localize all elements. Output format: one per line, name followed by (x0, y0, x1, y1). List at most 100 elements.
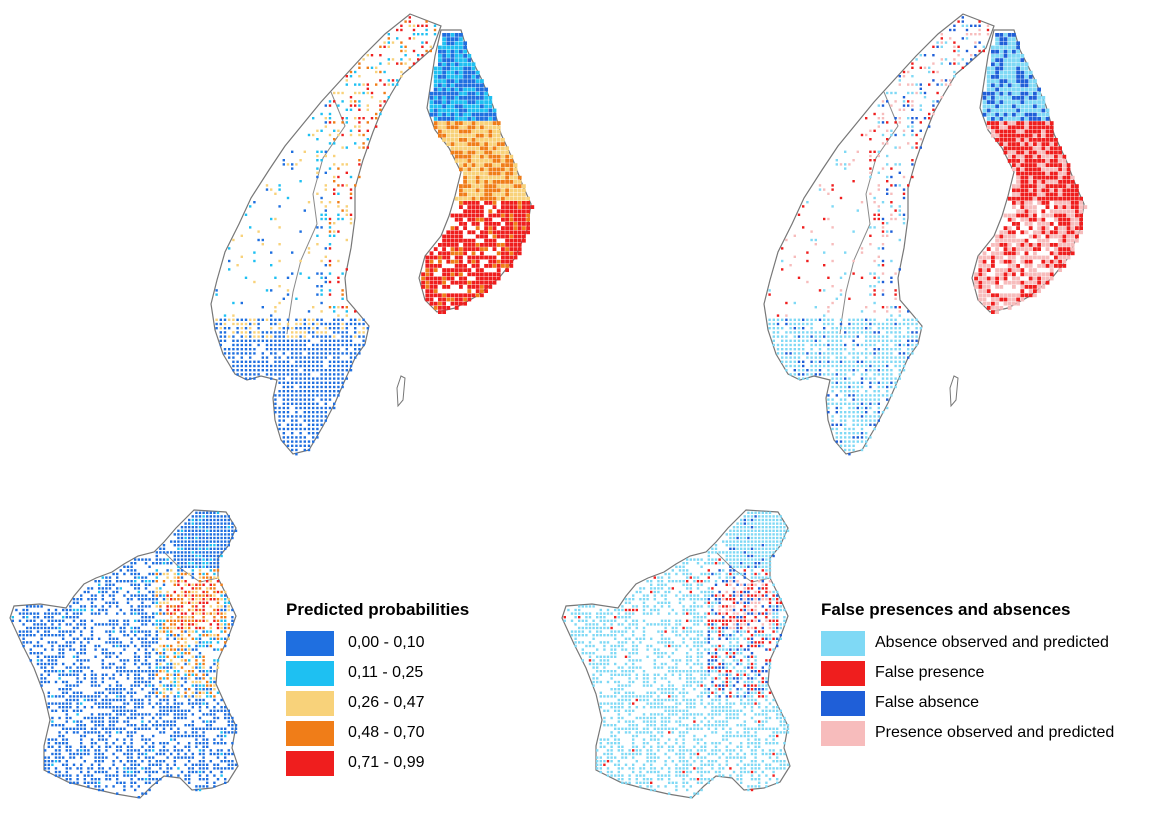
grid-cell (995, 272, 999, 277)
grid-cell (894, 184, 897, 187)
grid-cell (328, 117, 332, 120)
grid-cell (886, 356, 889, 359)
grid-cell (337, 327, 340, 330)
grid-cell (526, 196, 530, 201)
grid-cell (1020, 142, 1025, 146)
grid-cell (450, 91, 455, 96)
grid-cell (982, 289, 987, 293)
grid-cell (216, 580, 220, 583)
grid-cell (191, 673, 194, 676)
grid-cell (1066, 163, 1071, 167)
grid-cell (978, 264, 983, 268)
grid-cell (223, 339, 227, 342)
grid-cell (173, 666, 176, 669)
grid-cell (986, 247, 991, 251)
grid-cell (450, 268, 455, 272)
grid-cell (282, 364, 285, 368)
grid-cell (295, 356, 298, 359)
grid-cell (58, 619, 61, 622)
grid-cell (894, 327, 897, 330)
grid-cell (94, 580, 97, 583)
grid-cell (261, 318, 264, 321)
grid-cell (76, 680, 79, 684)
grid-cell (349, 96, 353, 99)
grid-cell (1016, 280, 1020, 285)
grid-cell (995, 87, 999, 92)
grid-cell (471, 293, 476, 298)
grid-cell (454, 70, 459, 75)
grid-cell (123, 594, 126, 597)
grid-cell (835, 432, 838, 435)
grid-cell (29, 626, 32, 630)
grid-cell (249, 348, 252, 351)
grid-cell (299, 159, 302, 162)
grid-cell (873, 285, 876, 288)
grid-cell (349, 108, 353, 111)
grid-cell (831, 322, 834, 326)
grid-cell (166, 594, 169, 597)
grid-cell (496, 230, 501, 235)
grid-cell (159, 684, 162, 687)
grid-cell (166, 637, 169, 640)
grid-cell (484, 125, 488, 130)
grid-cell (475, 87, 480, 92)
grid-cell (793, 352, 796, 355)
grid-cell (894, 348, 897, 351)
grid-cell (195, 623, 198, 626)
grid-cell (1028, 280, 1033, 285)
grid-cell (148, 641, 151, 644)
grid-cell (180, 569, 184, 572)
grid-cell (83, 652, 86, 655)
grid-cell (869, 352, 872, 355)
grid-cell (438, 54, 442, 58)
grid-cell (442, 54, 446, 58)
grid-cell (316, 406, 319, 410)
grid-cell (856, 360, 859, 363)
grid-cell (982, 285, 987, 289)
grid-cell (333, 306, 336, 309)
grid-cell (216, 662, 220, 666)
grid-cell (1020, 297, 1025, 302)
grid-cell (40, 605, 43, 608)
grid-cell (1054, 259, 1058, 264)
grid-cell (345, 108, 348, 111)
grid-cell (379, 79, 382, 82)
grid-cell (873, 352, 876, 355)
grid-cell (1037, 142, 1041, 146)
grid-cell (818, 369, 822, 372)
grid-cell (249, 377, 252, 380)
grid-cell (195, 565, 198, 568)
grid-cell (412, 49, 416, 53)
grid-cell (213, 677, 216, 680)
grid-cell (184, 648, 187, 651)
grid-cell (312, 411, 315, 414)
grid-cell (1054, 255, 1058, 260)
grid-cell (522, 188, 526, 193)
grid-cell (797, 276, 801, 279)
grid-cell (72, 601, 76, 604)
grid-cell (108, 688, 112, 691)
grid-cell (848, 327, 851, 330)
grid-cell (328, 369, 332, 372)
grid-cell (852, 394, 855, 397)
grid-cell (848, 440, 851, 443)
grid-cell (459, 264, 463, 268)
grid-cell (195, 666, 198, 669)
grid-cell (58, 677, 61, 680)
grid-cell (155, 554, 158, 558)
grid-cell (890, 104, 893, 107)
grid-cell (806, 377, 809, 380)
grid-cell (1028, 70, 1033, 75)
grid-cell (1020, 150, 1025, 155)
grid-cell (797, 327, 801, 330)
grid-cell (869, 394, 872, 397)
grid-cell (223, 318, 227, 321)
grid-cell (213, 583, 216, 586)
grid-cell (421, 33, 424, 36)
grid-cell (180, 684, 184, 687)
grid-cell (881, 411, 885, 414)
grid-cell (450, 66, 455, 71)
grid-cell (303, 343, 306, 347)
grid-cell (1016, 41, 1020, 46)
grid-cell (471, 121, 476, 125)
